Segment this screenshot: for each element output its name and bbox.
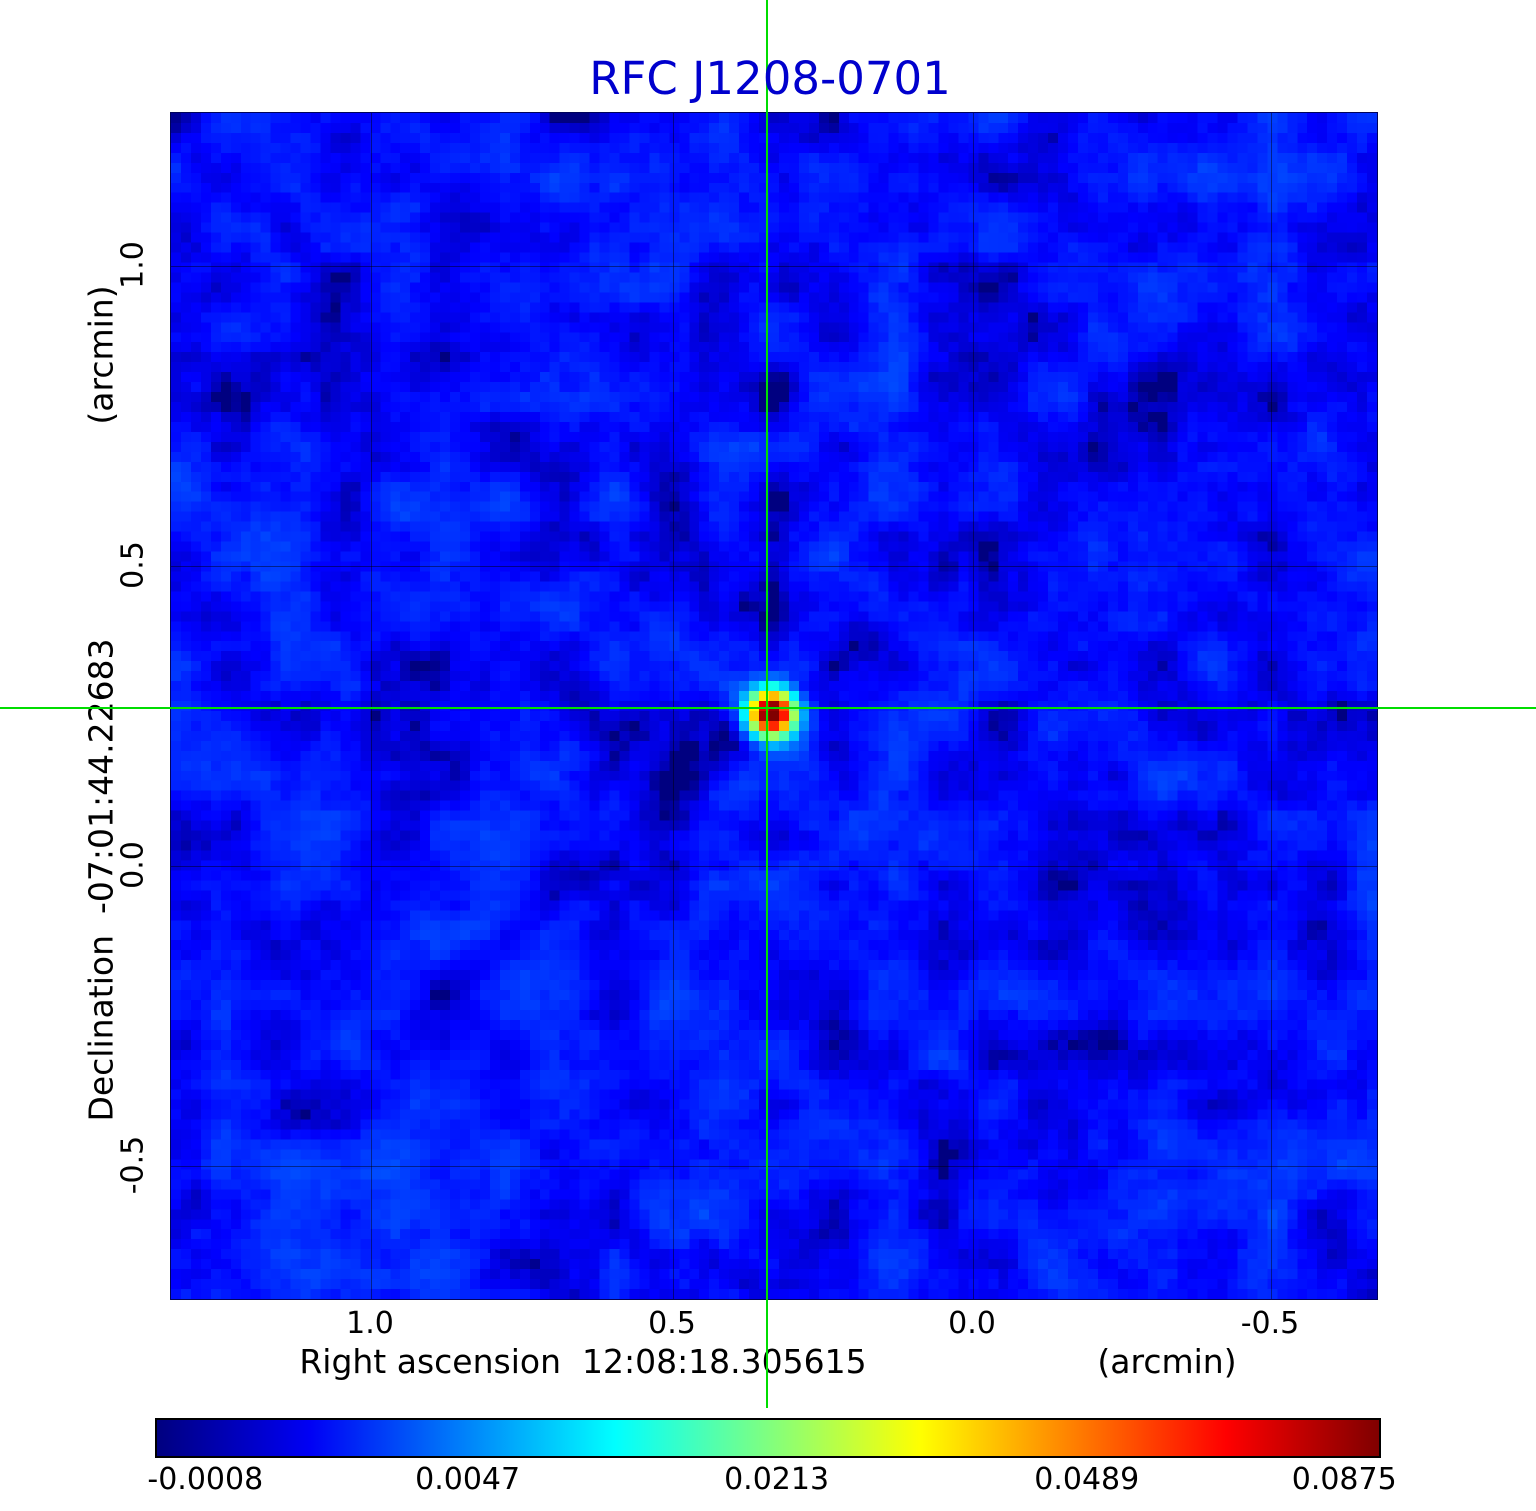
x-axis-label: Right ascension 12:08:18.305615 (299, 1342, 867, 1381)
colorbar-tick-4: 0.0489 (1034, 1462, 1140, 1497)
y-tick-4: -0.5 (115, 1135, 151, 1195)
x-axis-unit-label: (arcmin) (1097, 1342, 1237, 1381)
gridline-horizontal-3 (171, 866, 1377, 867)
gridline-horizontal-1 (171, 266, 1377, 267)
plot-title: RFC J1208-0701 (589, 52, 951, 105)
y-axis-label: Declination -07:01:44.22683 (81, 638, 121, 1122)
colorbar-tick-1: -0.0008 (147, 1462, 264, 1497)
colorbar (155, 1418, 1381, 1458)
x-tick-2: 0.5 (648, 1306, 696, 1341)
heatmap-canvas (171, 113, 1377, 1299)
gridline-vertical-1 (371, 113, 372, 1299)
x-tick-1: 1.0 (346, 1306, 394, 1341)
colorbar-tick-5: 0.0875 (1291, 1462, 1397, 1497)
y-tick-1: 1.0 (115, 241, 151, 289)
heatmap-plot-area (170, 112, 1378, 1300)
y-axis-unit-label: (arcmin) (81, 285, 121, 425)
gridline-vertical-3 (973, 113, 974, 1299)
x-tick-3: 0.0 (948, 1306, 996, 1341)
gridline-vertical-2 (673, 113, 674, 1299)
y-tick-3: 0.0 (115, 841, 151, 889)
colorbar-tick-2: 0.0047 (415, 1462, 521, 1497)
y-tick-2: 0.5 (115, 541, 151, 589)
crosshair-horizontal-line (0, 707, 1536, 709)
crosshair-vertical-line (766, 0, 768, 1408)
gridline-horizontal-4 (171, 1166, 1377, 1167)
gridline-horizontal-2 (171, 566, 1377, 567)
colorbar-labels: -0.0008 0.0047 0.0213 0.0489 0.0875 (147, 1462, 1396, 1498)
colorbar-tick-3: 0.0213 (724, 1462, 830, 1497)
gridline-vertical-4 (1271, 113, 1272, 1299)
x-tick-4: -0.5 (1240, 1306, 1300, 1341)
